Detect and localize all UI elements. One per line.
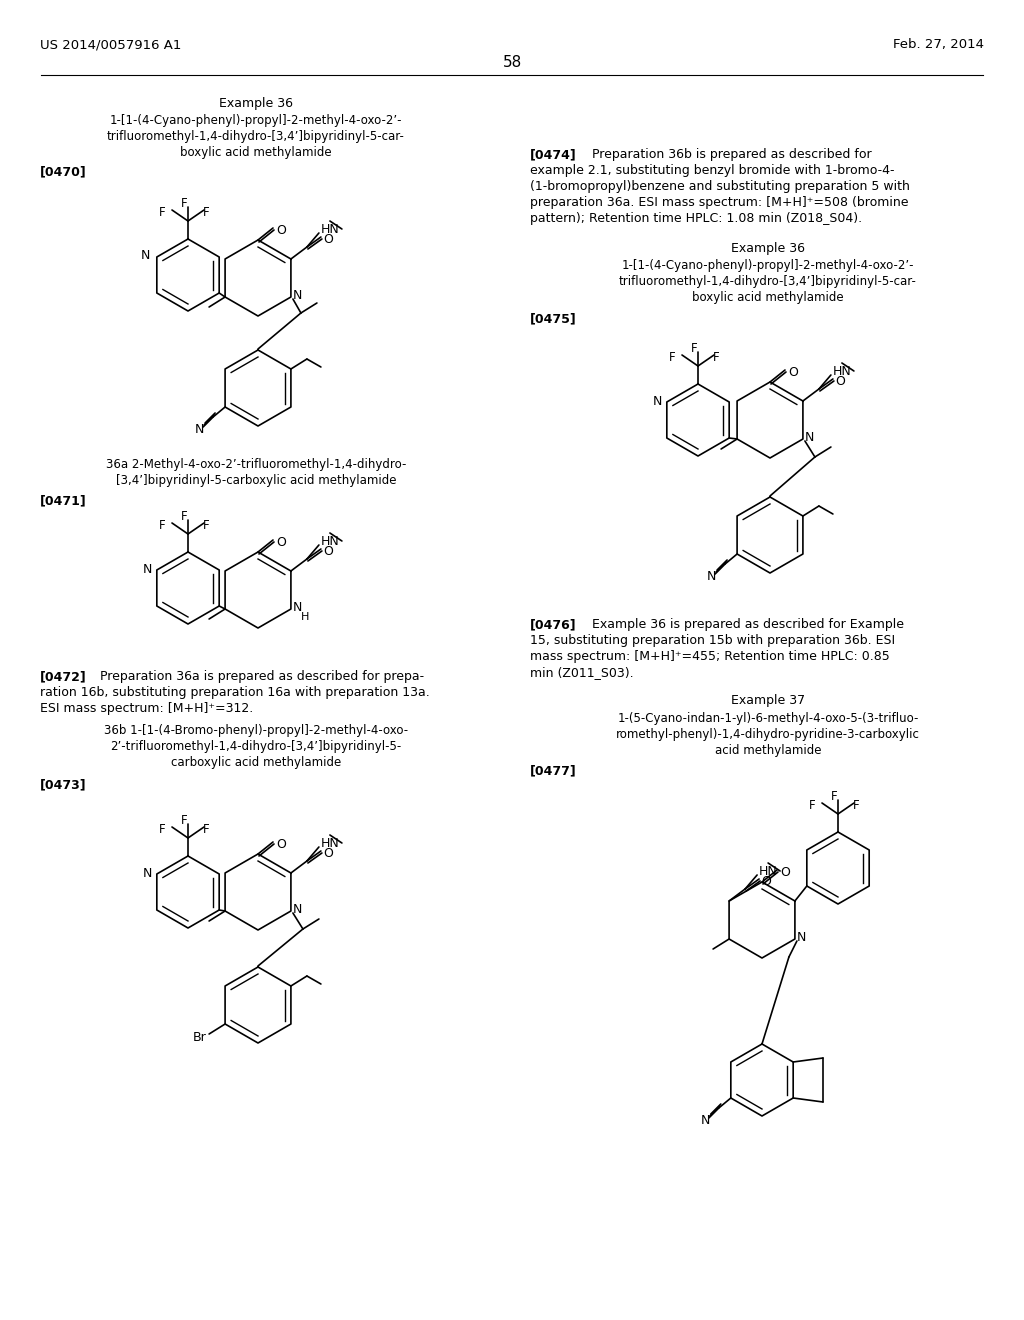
Text: N: N [142, 564, 153, 576]
Text: 15, substituting preparation 15b with preparation 36b. ESI: 15, substituting preparation 15b with pr… [530, 634, 895, 647]
Text: N: N [653, 395, 663, 408]
Text: N: N [293, 903, 302, 916]
Text: H: H [301, 612, 309, 622]
Text: boxylic acid methylamide: boxylic acid methylamide [692, 290, 844, 304]
Text: Example 36: Example 36 [731, 242, 805, 255]
Text: acid methylamide: acid methylamide [715, 744, 821, 756]
Text: Preparation 36b is prepared as described for: Preparation 36b is prepared as described… [592, 148, 871, 161]
Text: O: O [761, 875, 771, 888]
Text: carboxylic acid methylamide: carboxylic acid methylamide [171, 756, 341, 770]
Text: pattern); Retention time HPLC: 1.08 min (Z018_S04).: pattern); Retention time HPLC: 1.08 min … [530, 213, 862, 224]
Text: F: F [690, 342, 697, 355]
Text: preparation 36a. ESI mass spectrum: [M+H]⁺=508 (bromine: preparation 36a. ESI mass spectrum: [M+H… [530, 195, 908, 209]
Text: N: N [293, 601, 302, 614]
Text: Example 36 is prepared as described for Example: Example 36 is prepared as described for … [592, 618, 904, 631]
Text: O: O [323, 847, 333, 861]
Text: O: O [276, 838, 286, 851]
Text: [0473]: [0473] [40, 777, 87, 791]
Text: N: N [708, 570, 717, 583]
Text: O: O [276, 536, 286, 549]
Text: ESI mass spectrum: [M+H]⁺=312.: ESI mass spectrum: [M+H]⁺=312. [40, 702, 253, 715]
Text: HN: HN [321, 535, 340, 548]
Text: O: O [276, 224, 286, 238]
Text: trifluoromethyl-1,4-dihydro-[3,4’]bipyridinyl-5-car-: trifluoromethyl-1,4-dihydro-[3,4’]bipyri… [108, 129, 404, 143]
Text: N: N [293, 289, 302, 302]
Text: F: F [180, 814, 187, 828]
Text: 36b 1-[1-(4-Bromo-phenyl)-propyl]-2-methyl-4-oxo-: 36b 1-[1-(4-Bromo-phenyl)-propyl]-2-meth… [104, 723, 408, 737]
Text: N: N [805, 432, 814, 444]
Text: F: F [203, 519, 209, 532]
Text: 2’-trifluoromethyl-1,4-dihydro-[3,4’]bipyridinyl-5-: 2’-trifluoromethyl-1,4-dihydro-[3,4’]bip… [111, 741, 401, 752]
Text: O: O [780, 866, 790, 879]
Text: 1-[1-(4-Cyano-phenyl)-propyl]-2-methyl-4-oxo-2’-: 1-[1-(4-Cyano-phenyl)-propyl]-2-methyl-4… [110, 114, 402, 127]
Text: F: F [159, 822, 165, 836]
Text: F: F [830, 789, 838, 803]
Text: 36a 2-Methyl-4-oxo-2’-trifluoromethyl-1,4-dihydro-: 36a 2-Methyl-4-oxo-2’-trifluoromethyl-1,… [105, 458, 407, 471]
Text: HN: HN [833, 366, 852, 378]
Text: N: N [196, 422, 205, 436]
Text: 58: 58 [503, 55, 521, 70]
Text: Example 36: Example 36 [219, 96, 293, 110]
Text: HN: HN [759, 865, 778, 878]
Text: mass spectrum: [M+H]⁺=455; Retention time HPLC: 0.85: mass spectrum: [M+H]⁺=455; Retention tim… [530, 649, 890, 663]
Text: romethyl-phenyl)-1,4-dihydro-pyridine-3-carboxylic: romethyl-phenyl)-1,4-dihydro-pyridine-3-… [616, 729, 920, 741]
Text: (1-bromopropyl)benzene and substituting preparation 5 with: (1-bromopropyl)benzene and substituting … [530, 180, 910, 193]
Text: min (Z011_S03).: min (Z011_S03). [530, 667, 634, 678]
Text: F: F [809, 799, 815, 812]
Text: F: F [180, 197, 187, 210]
Text: 1-[1-(4-Cyano-phenyl)-propyl]-2-methyl-4-oxo-2’-: 1-[1-(4-Cyano-phenyl)-propyl]-2-methyl-4… [622, 259, 914, 272]
Text: HN: HN [321, 837, 340, 850]
Text: F: F [203, 206, 209, 219]
Text: [3,4’]bipyridinyl-5-carboxylic acid methylamide: [3,4’]bipyridinyl-5-carboxylic acid meth… [116, 474, 396, 487]
Text: N: N [141, 249, 151, 261]
Text: N: N [797, 931, 806, 944]
Text: 1-(5-Cyano-indan-1-yl)-6-methyl-4-oxo-5-(3-trifluo-: 1-(5-Cyano-indan-1-yl)-6-methyl-4-oxo-5-… [617, 711, 919, 725]
Text: [0474]: [0474] [530, 148, 577, 161]
Text: O: O [323, 234, 333, 246]
Text: ration 16b, substituting preparation 16a with preparation 13a.: ration 16b, substituting preparation 16a… [40, 686, 430, 700]
Text: F: F [853, 799, 859, 812]
Text: F: F [203, 822, 209, 836]
Text: O: O [323, 545, 333, 558]
Text: Br: Br [194, 1031, 207, 1044]
Text: Example 37: Example 37 [731, 694, 805, 708]
Text: [0475]: [0475] [530, 312, 577, 325]
Text: [0476]: [0476] [530, 618, 577, 631]
Text: F: F [713, 351, 719, 364]
Text: F: F [669, 351, 675, 364]
Text: US 2014/0057916 A1: US 2014/0057916 A1 [40, 38, 181, 51]
Text: Feb. 27, 2014: Feb. 27, 2014 [893, 38, 984, 51]
Text: Preparation 36a is prepared as described for prepa-: Preparation 36a is prepared as described… [100, 671, 424, 682]
Text: trifluoromethyl-1,4-dihydro-[3,4’]bipyridinyl-5-car-: trifluoromethyl-1,4-dihydro-[3,4’]bipyri… [620, 275, 916, 288]
Text: [0470]: [0470] [40, 165, 87, 178]
Text: example 2.1, substituting benzyl bromide with 1-bromo-4-: example 2.1, substituting benzyl bromide… [530, 164, 895, 177]
Text: HN: HN [321, 223, 340, 236]
Text: F: F [180, 510, 187, 523]
Text: F: F [159, 206, 165, 219]
Text: boxylic acid methylamide: boxylic acid methylamide [180, 147, 332, 158]
Text: [0472]: [0472] [40, 671, 87, 682]
Text: [0477]: [0477] [530, 764, 577, 777]
Text: N: N [700, 1114, 711, 1127]
Text: [0471]: [0471] [40, 494, 87, 507]
Text: O: O [835, 375, 845, 388]
Text: N: N [142, 867, 153, 880]
Text: F: F [159, 519, 165, 532]
Text: O: O [788, 366, 798, 379]
